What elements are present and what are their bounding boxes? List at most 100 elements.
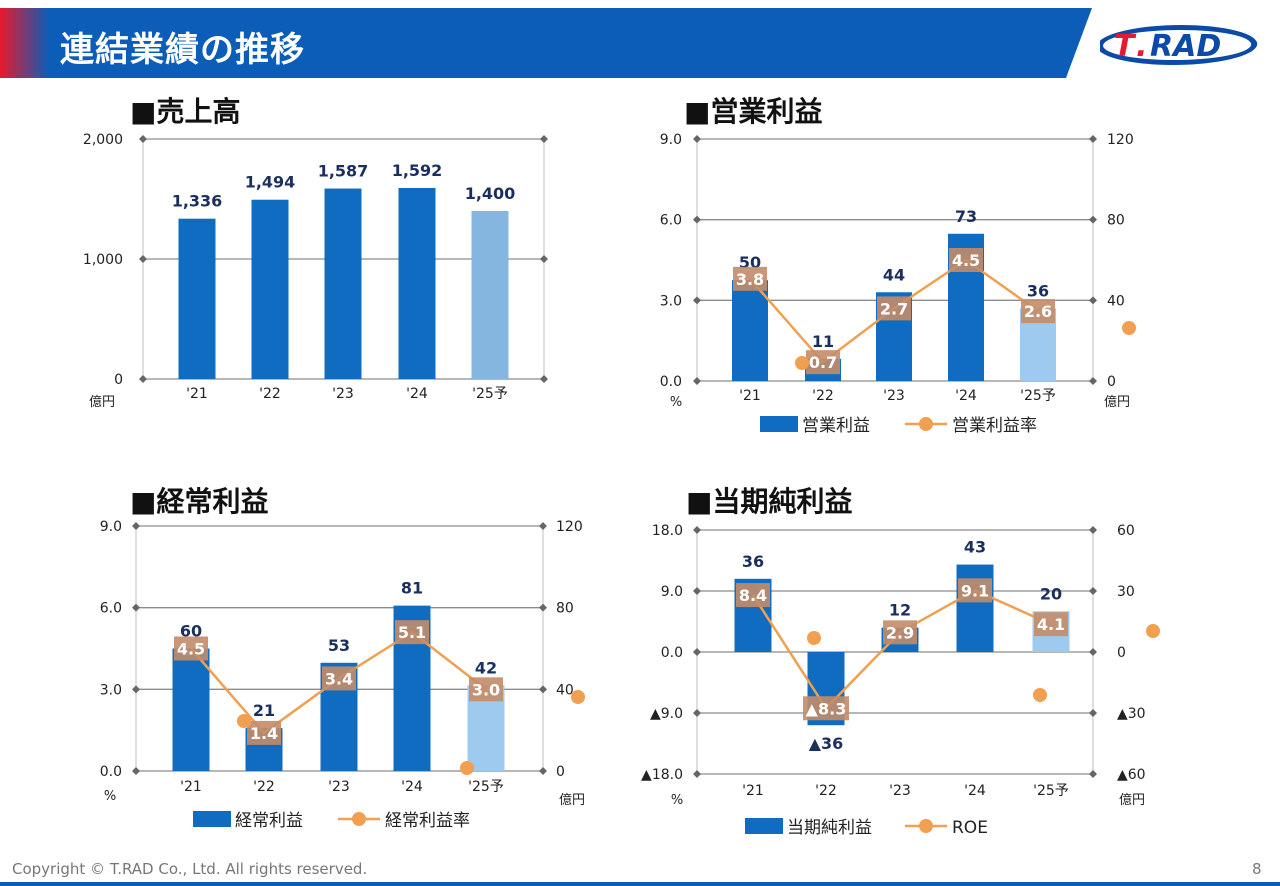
net_income-ratio-label: 9.1 bbox=[961, 581, 989, 600]
sales-left-tick-label: 0 bbox=[114, 372, 123, 388]
ordinary_income-ratio-label-box bbox=[469, 677, 503, 702]
net_income-right-axis-marker bbox=[1089, 587, 1097, 595]
net_income-right-axis-marker bbox=[1089, 770, 1097, 778]
net_income-left-tick-label: 0.0 bbox=[661, 645, 683, 661]
operating_income-left-tick-label: 0.0 bbox=[660, 374, 682, 390]
ordinary_income-legend-line-marker bbox=[352, 812, 366, 826]
net_income-category-label: '24 bbox=[964, 783, 986, 799]
net_income-ratio-label: 8.4 bbox=[739, 586, 767, 605]
operating_income-right-tick-label: 0 bbox=[1107, 374, 1116, 390]
ordinary_income-ratio-label-box bbox=[395, 620, 429, 645]
net_income-left-tick-label: 18.0 bbox=[652, 523, 683, 539]
operating_income-ratio-marker bbox=[1122, 321, 1136, 335]
sales-category-label: '22 bbox=[259, 386, 281, 402]
net_income-right-axis-marker bbox=[1089, 526, 1097, 534]
net_income-left-unit: % bbox=[671, 793, 683, 808]
ordinary_income-ratio-label: 3.4 bbox=[325, 669, 353, 688]
net-income-chart-title: ■当期純利益 bbox=[686, 485, 853, 518]
net_income-left-axis-marker bbox=[693, 648, 701, 656]
net_income-bar-value-label: 20 bbox=[1040, 584, 1062, 603]
net_income-bar bbox=[956, 564, 994, 652]
operating_income-category-label: '22 bbox=[812, 388, 834, 404]
operating_income-right-tick-label: 80 bbox=[1107, 213, 1125, 229]
net_income-category-label: '21 bbox=[742, 783, 764, 799]
ordinary_income-bar-value-label: 53 bbox=[328, 636, 350, 655]
sales-category-label: '23 bbox=[332, 386, 354, 402]
operating_income-left-axis-marker bbox=[693, 135, 701, 143]
net_income-right-tick-label: 0 bbox=[1117, 645, 1126, 661]
operating_income-ratio-label: 3.8 bbox=[736, 270, 764, 289]
page-title: 連結業績の推移 bbox=[60, 30, 305, 70]
page-number: 8 bbox=[1252, 860, 1262, 878]
ordinary_income-bar bbox=[172, 648, 210, 771]
net_income-ratio-label: ▲8.3 bbox=[806, 699, 847, 718]
net_income-ratio-marker bbox=[1146, 624, 1160, 638]
ordinary_income-right-tick-label: 80 bbox=[556, 601, 574, 617]
net_income-right-axis-marker bbox=[1089, 709, 1097, 717]
operating_income-ratio-label-box bbox=[877, 296, 911, 321]
operating_income-left-axis-marker bbox=[693, 377, 701, 385]
net_income-right-tick-label: ▲60 bbox=[1117, 767, 1146, 783]
sales-bar-value-label: 1,587 bbox=[318, 162, 369, 181]
net_income-left-axis-marker bbox=[693, 526, 701, 534]
operating_income-left-tick-label: 3.0 bbox=[660, 293, 682, 309]
operating_income-left-unit: % bbox=[670, 395, 682, 410]
operating_income-category-label: '23 bbox=[883, 388, 905, 404]
operating_income-right-axis-marker bbox=[1089, 215, 1097, 224]
operating_income-legend-line-marker bbox=[919, 417, 933, 431]
sales-right-axis-marker bbox=[540, 135, 548, 143]
operating_income-right-axis-marker bbox=[1089, 135, 1097, 143]
net_income-left-axis-marker bbox=[693, 770, 701, 778]
ordinary_income-bar-value-label: 21 bbox=[253, 701, 275, 720]
svg-text:T: T bbox=[1114, 29, 1137, 64]
ordinary_income-category-label: '21 bbox=[180, 779, 202, 795]
net_income-left-tick-label: ▲18.0 bbox=[641, 767, 683, 783]
ordinary_income-left-unit: % bbox=[104, 789, 116, 804]
ordinary_income-left-tick-label: 9.0 bbox=[100, 519, 122, 535]
operating_income-right-axis-marker bbox=[1089, 377, 1097, 385]
operating_income-right-axis-marker bbox=[1089, 296, 1097, 305]
operating_income-ratio-label-box bbox=[806, 350, 840, 375]
operating_income-ratio-label: 0.7 bbox=[809, 353, 837, 372]
ordinary_income-right-axis-marker bbox=[539, 603, 547, 612]
ordinary_income-category-label: '25予 bbox=[468, 779, 504, 795]
operating_income-category-label: '25予 bbox=[1020, 388, 1056, 404]
ordinary_income-right-tick-label: 40 bbox=[556, 682, 574, 698]
net_income-ratio-label: 4.1 bbox=[1037, 615, 1065, 634]
net_income-ratio-marker bbox=[1033, 688, 1047, 702]
svg-text:RAD: RAD bbox=[1150, 29, 1221, 64]
sales-left-axis-marker bbox=[139, 375, 147, 383]
sales-left-axis-marker bbox=[139, 135, 147, 143]
ordinary_income-left-tick-label: 3.0 bbox=[100, 682, 122, 698]
ordinary_income-ratio-label-box bbox=[174, 636, 208, 661]
ordinary_income-ratio-marker bbox=[237, 714, 251, 728]
net_income-right-tick-label: 60 bbox=[1117, 523, 1135, 539]
net_income-category-label: '22 bbox=[815, 783, 837, 799]
sales-right-axis-marker bbox=[540, 255, 548, 263]
operating_income-bar-value-label: 44 bbox=[883, 265, 905, 284]
operating_income-ratio-marker bbox=[795, 356, 809, 370]
operating_income-right-unit: 億円 bbox=[1104, 394, 1130, 410]
ordinary_income-left-axis-marker bbox=[132, 685, 140, 694]
ordinary_income-ratio-label: 3.0 bbox=[472, 680, 500, 699]
ordinary_income-legend-line-label: 経常利益率 bbox=[385, 811, 470, 831]
ordinary_income-left-axis-marker bbox=[132, 603, 140, 612]
net_income-legend-bar-label: 当期純利益 bbox=[787, 818, 872, 838]
net_income-bar-value-label: 43 bbox=[964, 538, 986, 557]
net_income-right-tick-label: ▲30 bbox=[1117, 706, 1146, 722]
operating_income-legend-bar-swatch bbox=[760, 416, 798, 432]
operating_income-left-tick-label: 6.0 bbox=[660, 213, 682, 229]
net_income-ratio-label-box bbox=[736, 583, 770, 608]
sales-bar-value-label: 1,336 bbox=[172, 192, 223, 211]
net_income-category-label: '25予 bbox=[1033, 783, 1069, 799]
sales-left-tick-label: 2,000 bbox=[83, 132, 123, 148]
ordinary_income-ratio-marker bbox=[460, 761, 474, 775]
net_income-bar-value-label: ▲36 bbox=[809, 734, 844, 753]
ordinary_income-bar-value-label: 81 bbox=[401, 579, 423, 598]
ordinary_income-left-axis-marker bbox=[132, 767, 140, 775]
ordinary_income-left-tick-label: 6.0 bbox=[100, 601, 122, 617]
net_income-ratio-label-box bbox=[1034, 612, 1068, 637]
operating_income-ratio-label-box bbox=[949, 248, 983, 272]
copyright-footer: Copyright © T.RAD Co., Ltd. All rights r… bbox=[12, 860, 368, 878]
ordinary_income-category-label: '22 bbox=[253, 779, 275, 795]
